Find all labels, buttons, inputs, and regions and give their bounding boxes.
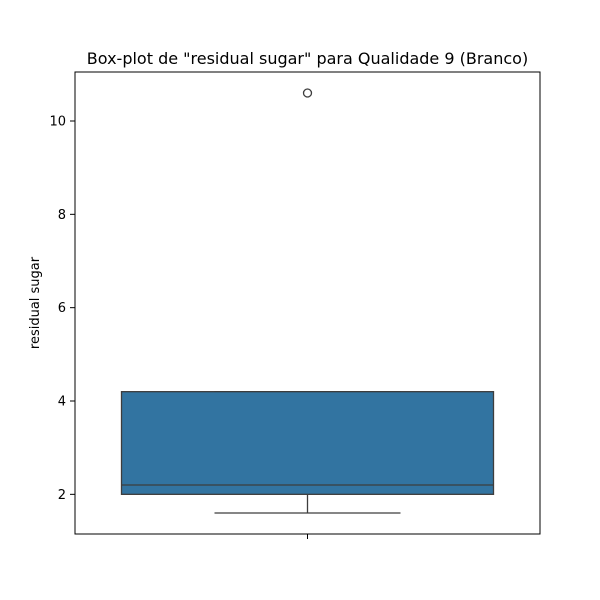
y-axis-label: residual sugar: [28, 256, 43, 349]
y-tick-label: 6: [58, 301, 66, 316]
y-tick-label: 4: [58, 395, 66, 410]
iqr-box: [120, 391, 495, 495]
y-tick-label: 10: [49, 115, 66, 130]
y-tick-label: 8: [58, 208, 66, 223]
y-tick-label: 2: [58, 488, 66, 503]
chart-title: Box-plot de "residual sugar" para Qualid…: [87, 49, 528, 68]
box-plot: [120, 88, 495, 514]
outlier-point: [302, 88, 313, 98]
y-axis-ticks: 2 4 6 8 10: [49, 115, 75, 503]
